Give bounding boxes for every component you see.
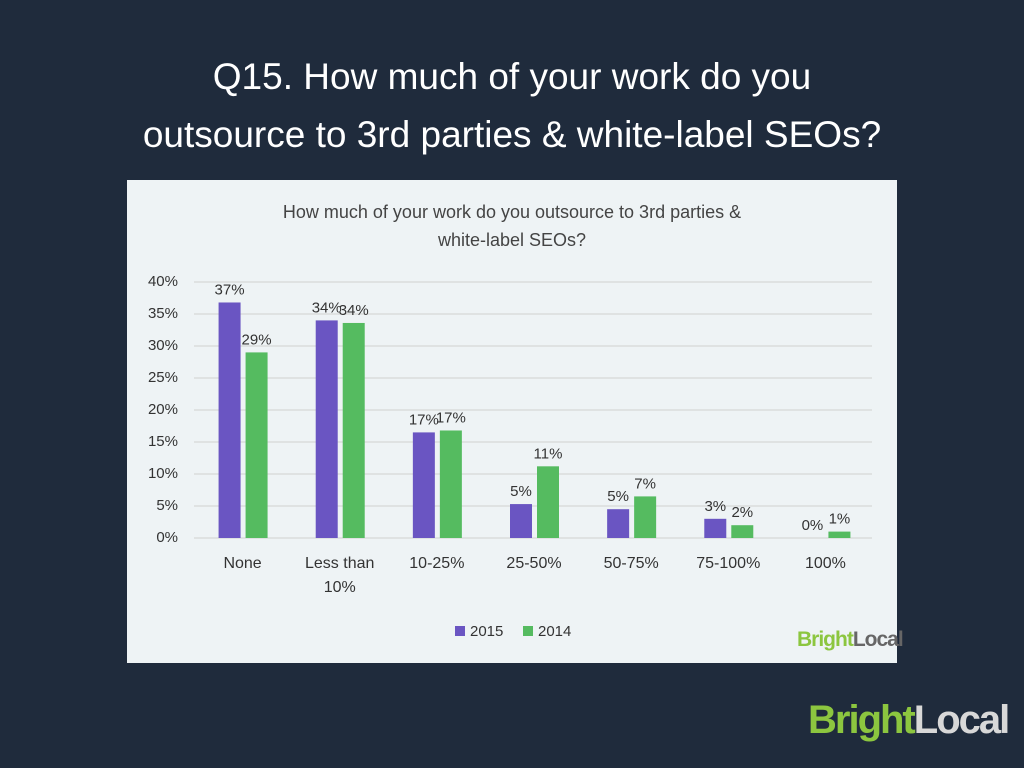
y-tick-label: 20% [148, 401, 178, 418]
legend-swatch [455, 626, 465, 636]
chart-title: How much of your work do you outsource t… [282, 202, 742, 250]
data-label: 2% [731, 504, 753, 521]
y-tick-label: 25% [148, 369, 178, 386]
bar [315, 320, 338, 538]
data-label: 17% [436, 409, 466, 426]
data-label: 17% [409, 411, 439, 428]
y-tick-label: 30% [148, 337, 178, 354]
bar [245, 352, 268, 538]
x-tick-label: 75-100% [696, 555, 761, 572]
logo-part: Bright [808, 698, 915, 742]
chart-logo: BrightLocal [797, 628, 903, 651]
data-label: 11% [534, 445, 563, 462]
data-label: 37% [215, 281, 245, 298]
x-tick-label: None [223, 555, 262, 572]
x-tick-label: 50-75% [603, 555, 659, 572]
data-label: 3% [704, 498, 726, 515]
data-label: 5% [510, 483, 532, 500]
data-label: 34% [312, 299, 342, 316]
y-tick-label: 5% [156, 497, 178, 514]
slide-logo: BrightLocal [808, 698, 1008, 742]
data-label: 7% [634, 475, 656, 492]
bar [634, 496, 657, 538]
bar [342, 322, 365, 538]
bar [607, 509, 630, 538]
bar [704, 518, 727, 538]
bar [828, 531, 851, 538]
bar [510, 504, 532, 538]
y-tick-label: 0% [156, 529, 178, 546]
y-tick-label: 35% [148, 305, 178, 322]
x-tick-label: 100% [804, 555, 846, 572]
bar [218, 302, 241, 538]
legend-label: 2015 [470, 623, 503, 640]
data-label: 29% [242, 331, 272, 348]
bar [439, 430, 462, 538]
slide-title: Q15. How much of your work do you outsou… [142, 56, 882, 155]
x-tick-label: 10-25% [409, 555, 465, 572]
data-label: 34% [339, 302, 369, 319]
bar [412, 432, 435, 538]
y-tick-label: 10% [148, 465, 178, 482]
x-tick-label: Less than 10% [305, 555, 375, 596]
data-label: 5% [607, 488, 629, 505]
data-label: 0% [802, 517, 824, 534]
legend-swatch [523, 626, 533, 636]
data-label: 1% [829, 511, 851, 528]
legend-label: 2014 [538, 623, 571, 640]
logo-part: Bright [797, 628, 854, 651]
logo-part: Local [853, 628, 903, 651]
logo-part: Local [914, 698, 1008, 742]
bar [731, 525, 754, 538]
y-tick-label: 15% [148, 433, 178, 450]
y-tick-label: 40% [148, 273, 178, 290]
x-tick-label: 25-50% [506, 555, 562, 572]
bar [537, 466, 559, 538]
